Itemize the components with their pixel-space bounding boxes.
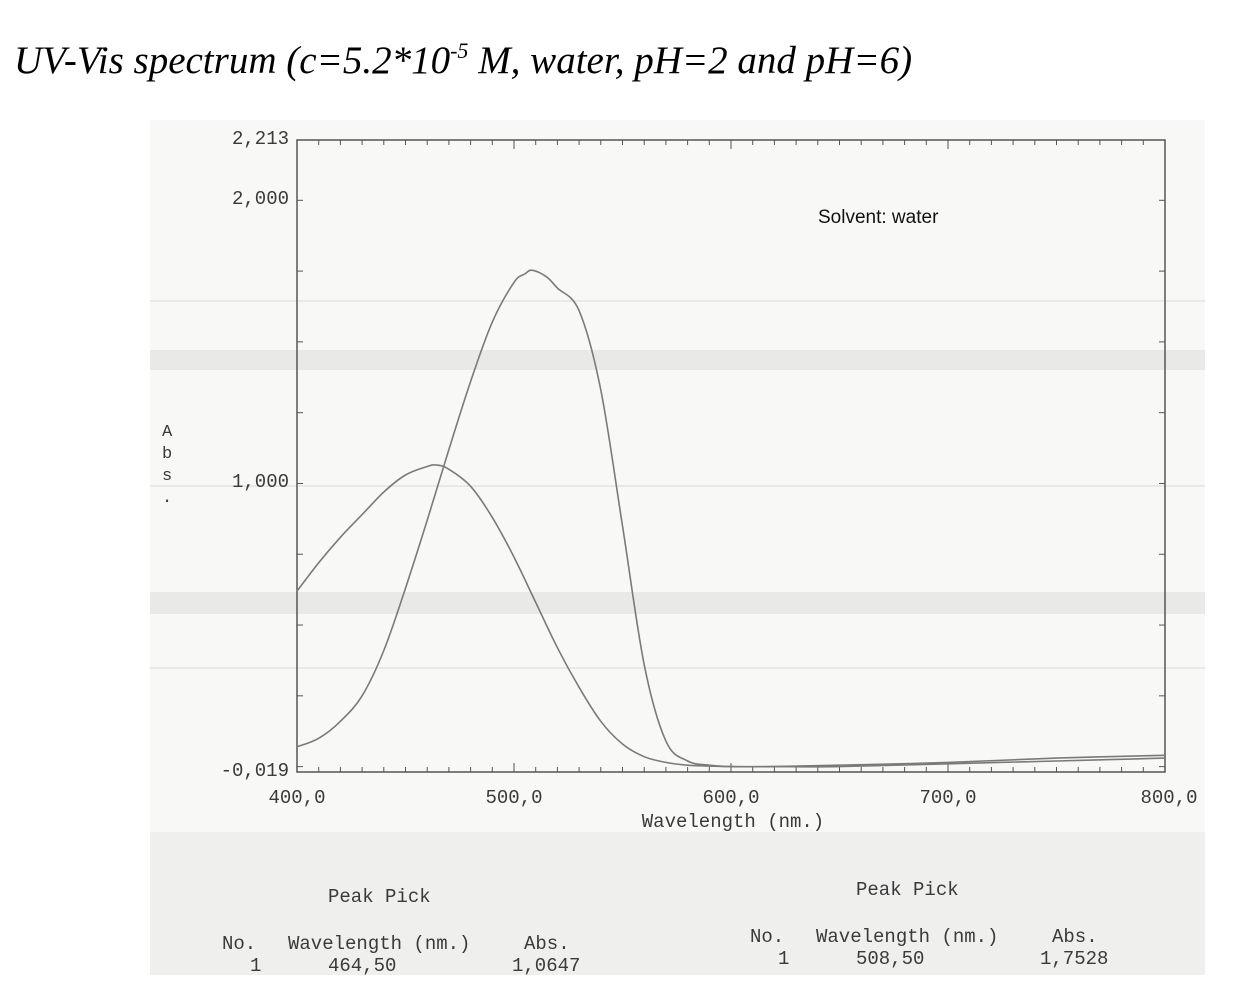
title-text-suffix: M, water, pH=2 and pH=6) (468, 39, 913, 82)
peak-table-col-abs: Abs. (524, 933, 570, 955)
x-tick-label: 500,0 (485, 787, 543, 809)
peak-table-col-abs: Abs. (1052, 926, 1098, 948)
title-exponent: -5 (450, 38, 469, 63)
peak-table-cell-no: 1 (250, 955, 262, 977)
y-axis-label-char: b (162, 445, 173, 464)
scan-band (150, 485, 1205, 487)
x-tick-label: 700,0 (919, 787, 977, 809)
figure-title: UV-Vis spectrum (c=5.2*10-5 M, water, pH… (14, 38, 912, 83)
peak-table-col-no: No. (222, 933, 257, 955)
peak-table-area (150, 832, 1205, 975)
x-tick-label: 800,0 (1140, 787, 1198, 809)
axis-ticks (296, 140, 1166, 772)
scan-band (150, 300, 1205, 302)
x-axis-label: Wavelength (nm.) (641, 811, 825, 833)
y-axis-label-char: A (162, 423, 173, 442)
peak-table-heading: Peak Pick (328, 886, 431, 908)
spectrum-curve-1 (296, 464, 1166, 768)
y-tick-label: -0,019 (220, 760, 289, 782)
x-tick-label: 400,0 (268, 787, 326, 809)
peak-table-heading: Peak Pick (856, 879, 959, 901)
plot-frame (296, 139, 1166, 773)
y-axis-label-char: . (162, 489, 173, 508)
peak-table-cell-abs: 1,0647 (512, 955, 581, 977)
spectrum-curves (296, 269, 1166, 768)
solvent-annotation: Solvent: water (818, 207, 939, 228)
y-tick-label: 1,000 (231, 471, 289, 494)
peak-table-col-wavelength: Wavelength (nm.) (288, 933, 471, 955)
peak-table-cell-no: 1 (778, 948, 790, 970)
scan-band (150, 667, 1205, 669)
spectrum-curve-2 (296, 269, 1166, 768)
peak-table-col-no: No. (750, 926, 785, 948)
x-tick-label: 600,0 (702, 787, 760, 809)
y-tick-label: 2,000 (231, 188, 289, 211)
y-axis-label-char: s (162, 467, 173, 486)
peak-table-cell-wavelength: 464,50 (328, 955, 397, 977)
peak-table-cell-wavelength: 508,50 (856, 948, 925, 970)
peak-table-cell-abs: 1,7528 (1040, 948, 1109, 970)
peak-table-col-wavelength: Wavelength (nm.) (816, 926, 999, 948)
y-tick-label: 2,213 (231, 128, 289, 150)
title-text: UV-Vis spectrum (c=5.2*10 (14, 39, 451, 82)
scan-band (150, 592, 1205, 614)
scan-band (150, 350, 1205, 370)
